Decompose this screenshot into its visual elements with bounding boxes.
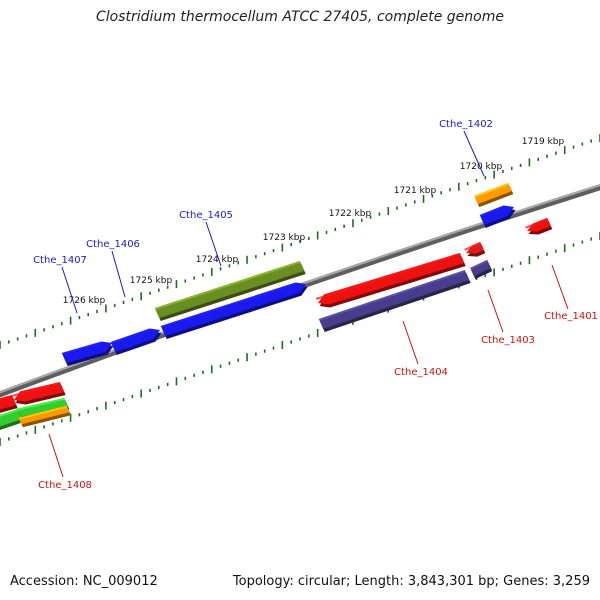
feature-slate-small-body [470, 259, 491, 277]
leader-line-Cthe_1408 [48, 433, 64, 478]
feature-slate-long-body [318, 269, 470, 330]
gene-label-Cthe_1405[interactable]: Cthe_1405 [179, 210, 233, 221]
feature-Cthe_1403-a-highlight [464, 241, 482, 251]
gene-label-Cthe_1402[interactable]: Cthe_1402 [439, 119, 493, 130]
feature-Cthe_1403-a[interactable] [464, 241, 486, 257]
feature-orange-top-highlight [474, 182, 510, 198]
feature-Cthe_1401-body [527, 217, 551, 232]
scale-tick-label: 1723 kbp [263, 233, 306, 243]
scale-tick-label: 1720 kbp [460, 162, 503, 172]
feature-Cthe_1405-body [160, 282, 306, 337]
feature-Cthe_1402-body [479, 205, 514, 226]
feature-Cthe_1404-body [318, 252, 465, 305]
scale-tick-label: 1725 kbp [130, 276, 173, 286]
feature-slate-long-highlight [318, 269, 466, 321]
feature-Cthe_1402[interactable] [479, 205, 516, 229]
gene-features-layer [0, 182, 553, 430]
feature-Cthe_1406[interactable] [110, 328, 162, 356]
feature-green-a-highlight [16, 397, 66, 411]
scale-tick-label: 1721 kbp [394, 186, 437, 196]
leader-line-Cthe_1406 [111, 250, 126, 298]
leader-line-Cthe_1404 [402, 320, 419, 365]
gene-label-Cthe_1406[interactable]: Cthe_1406 [86, 239, 140, 250]
feature-olive-body [154, 260, 305, 319]
gene-labels-layer: Cthe_1401 Cthe_1402 Cthe_1403 Cthe_1404 Cthe… [33, 119, 598, 491]
feature-Cthe_1407-body [61, 341, 112, 364]
feature-Cthe_1401[interactable] [525, 217, 553, 235]
feature-green-b-highlight [0, 408, 19, 417]
feature-slate-small[interactable] [470, 259, 493, 280]
accession-text: Accession: NC_009012 [10, 574, 158, 589]
scale-tick-labels: 1719 kbp 1720 kbp 1721 kbp 1722 kbp 1723 kbp… [63, 137, 565, 306]
leader-line-Cthe_1407 [61, 266, 78, 314]
gene-leader-lines [48, 130, 569, 478]
feature-slate-small-highlight [470, 259, 489, 270]
gene-label-Cthe_1403[interactable]: Cthe_1403 [481, 335, 535, 346]
leader-line-Cthe_1403 [487, 289, 504, 333]
outer-tick-row [0, 134, 600, 349]
feature-Cthe_1408[interactable] [11, 381, 66, 405]
feature-Cthe_1407[interactable] [61, 341, 114, 367]
feature-Cthe_1406-highlight [110, 328, 151, 344]
feature-Cthe_1405[interactable] [160, 282, 308, 340]
feature-red-edge-highlight [0, 394, 13, 401]
gene-label-Cthe_1401[interactable]: Cthe_1401 [544, 311, 598, 322]
genome-summary-text: Topology: circular; Length: 3,843,301 bp… [232, 574, 590, 589]
scale-tick-label: 1726 kbp [63, 296, 106, 306]
feature-red-edge[interactable] [0, 394, 18, 414]
feature-orange-top[interactable] [474, 182, 514, 208]
feature-Cthe_1401-highlight [525, 217, 549, 229]
feature-slate-long[interactable] [318, 269, 471, 333]
feature-green-b[interactable] [0, 408, 24, 430]
feature-Cthe_1407-highlight [61, 341, 103, 355]
feature-Cthe_1402-highlight [479, 205, 505, 217]
map-title: Clostridium thermocellum ATCC 27405, com… [96, 9, 504, 25]
feature-orange-bottom[interactable] [18, 405, 71, 428]
feature-green-a-body [16, 397, 68, 418]
gene-label-Cthe_1407[interactable]: Cthe_1407 [33, 255, 87, 266]
feature-olive[interactable] [154, 260, 306, 322]
feature-Cthe_1406-body [110, 328, 160, 353]
leader-line-Cthe_1401 [551, 264, 569, 310]
feature-orange-bottom-highlight [18, 405, 68, 420]
gene-label-Cthe_1408[interactable]: Cthe_1408 [38, 480, 92, 491]
feature-orange-bottom-body [18, 405, 70, 425]
feature-Cthe_1404[interactable] [315, 252, 466, 308]
feature-Cthe_1408-body [14, 381, 65, 402]
feature-Cthe_1405-highlight [160, 282, 297, 328]
feature-Cthe_1408-highlight [11, 381, 61, 397]
feature-olive-highlight [154, 260, 301, 310]
scale-tick-label: 1719 kbp [522, 137, 565, 147]
feature-Cthe_1404-highlight [315, 252, 461, 300]
leader-line-Cthe_1402 [463, 130, 485, 177]
gene-label-Cthe_1404[interactable]: Cthe_1404 [394, 367, 448, 378]
feature-orange-top-body [474, 182, 512, 205]
scale-tick-label: 1722 kbp [329, 209, 372, 219]
scale-tick-label: 1724 kbp [196, 255, 239, 265]
feature-Cthe_1403-a-body [466, 241, 484, 254]
leader-line-Cthe_1405 [205, 221, 222, 267]
